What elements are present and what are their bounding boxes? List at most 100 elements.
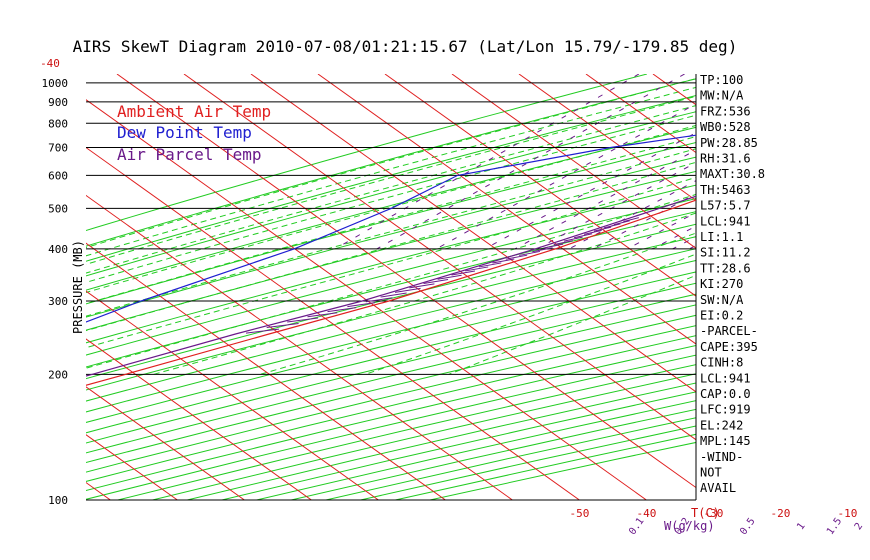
stability-index: FRZ:536 <box>700 104 751 118</box>
cape-hatch-line <box>347 302 376 308</box>
isotherm-line <box>86 481 111 500</box>
legend-dew-point-temp: Dew Point Temp <box>117 123 252 142</box>
moist-adiabat-line <box>86 161 696 332</box>
dry-adiabat-line <box>86 325 696 473</box>
cape-hatch-line <box>573 233 593 239</box>
mixing-ratio-unit-label: W(g/kg) <box>664 519 715 533</box>
stability-index: -WIND- <box>700 450 743 464</box>
isotherm-line <box>317 74 696 345</box>
dry-adiabat-line <box>86 111 696 277</box>
mixing-ratio-line <box>652 225 696 250</box>
stability-index: TH:5463 <box>700 183 751 197</box>
dry-adiabat-line <box>86 304 696 454</box>
stability-index: LI:1.1 <box>700 230 743 244</box>
stability-index: LFC:919 <box>700 403 751 417</box>
isotherm-line <box>86 290 379 500</box>
isotherm-line <box>0 74 43 500</box>
isotherm-line <box>183 74 696 441</box>
pressure-tick-label: 800 <box>48 117 68 130</box>
mixing-ratio-line <box>807 74 870 249</box>
cape-hatch-line <box>532 247 553 253</box>
pressure-tick-labels: 100 200 300 400 500 600 700 800 900 1000 <box>42 77 69 507</box>
dry-adiabat-line <box>86 198 696 356</box>
y-axis-label: PRESSURE (MB) <box>71 240 85 334</box>
cape-hatch-line <box>465 266 489 272</box>
mixing-ratio-line <box>376 74 685 250</box>
mixing-ratio-tick-label: 1 <box>795 521 807 532</box>
dry-adiabat-line <box>86 282 696 434</box>
stability-index: TP:100 <box>700 73 743 87</box>
dry-adiabat-line <box>86 211 696 368</box>
pressure-tick-label: 400 <box>48 243 68 256</box>
stability-index: RH:31.6 <box>700 152 751 166</box>
moist-adiabat-line <box>86 95 696 265</box>
moist-adiabat-line <box>86 105 696 274</box>
isotherm-line <box>86 194 513 500</box>
cape-hatch-line <box>437 274 462 280</box>
cape-hatch-line <box>327 307 357 313</box>
mixing-ratio-line <box>592 193 696 250</box>
chart-title: AIRS SkewT Diagram 2010-07-08/01:21:15.6… <box>73 37 738 56</box>
cape-hatch-line <box>593 226 612 232</box>
stability-index: MPL:145 <box>700 434 751 448</box>
dry-adiabat-line <box>86 95 696 262</box>
moist-adiabat-line <box>86 124 696 293</box>
stability-index: TT:28.6 <box>700 261 751 275</box>
dry-adiabat-line <box>86 314 696 464</box>
mixing-ratio-line <box>738 74 870 249</box>
cape-hatch-line <box>519 250 541 256</box>
pressure-tick-label: 200 <box>48 368 68 381</box>
top-temperature-tick-label: -40 <box>40 57 60 70</box>
legend-ambient-air-temp: Ambient Air Temp <box>117 102 271 121</box>
pressure-tick-label: 900 <box>48 96 68 109</box>
isotherm-line <box>86 338 312 500</box>
stability-index: WB0:528 <box>700 120 751 134</box>
moist-adiabat-line <box>259 232 696 375</box>
moist-adiabat-lines <box>86 78 696 375</box>
mixing-ratio-line <box>436 103 696 250</box>
moist-adiabat-line <box>86 193 696 369</box>
stability-index: SW:N/A <box>700 293 744 307</box>
bottom-temperature-tick-label: -30 <box>703 507 723 520</box>
top-temperature-tick-labels: -120-110-100-90-80-70-60-50-40 <box>40 57 60 70</box>
cape-hatch-line <box>266 323 299 328</box>
moist-adiabat-line <box>448 274 696 375</box>
dry-adiabat-line <box>86 293 696 444</box>
series-line-air-parcel-temp <box>86 195 696 377</box>
moist-adiabat-line <box>86 136 696 305</box>
cape-hatch-line <box>451 270 476 276</box>
bottom-temperature-tick-label: -40 <box>636 507 656 520</box>
cape-hatch-line <box>603 223 621 229</box>
cape-hatch-line <box>423 279 449 285</box>
dry-adiabat-line <box>86 126 696 291</box>
bottom-temperature-tick-label: -10 <box>837 507 857 520</box>
stability-index: PW:28.85 <box>700 136 758 150</box>
isotherm-lines <box>0 74 696 500</box>
stability-index: MAXT:30.8 <box>700 167 765 181</box>
bottom-temperature-tick-labels: -50-40-30-20-100102030 <box>569 507 857 520</box>
stability-index: LCL:941 <box>700 371 751 385</box>
stability-index: EL:242 <box>700 418 743 432</box>
mixing-ratio-line <box>778 74 870 249</box>
cape-hatch-line <box>287 317 319 323</box>
cape-hatch-line <box>409 283 435 289</box>
moist-adiabat-line <box>364 253 696 375</box>
stability-index: SI:11.2 <box>700 246 751 260</box>
isotherm-line <box>86 242 446 500</box>
cape-hatch-line <box>492 258 515 264</box>
cape-hatch-line <box>563 236 583 242</box>
stability-index: NOT <box>700 466 722 480</box>
dry-adiabat-line <box>152 373 696 500</box>
mixing-ratio-tick-label: 0.5 <box>738 516 757 537</box>
pressure-tick-label: 1000 <box>42 77 69 90</box>
cape-hatch-line <box>365 297 393 303</box>
cape-hatch-line <box>543 243 564 249</box>
cape-hatch-line <box>505 254 528 260</box>
dry-adiabat-line <box>86 271 696 423</box>
isotherm-line <box>451 74 696 249</box>
isotherm-line <box>86 386 245 500</box>
pressure-tick-label: 300 <box>48 295 68 308</box>
mixing-ratio-tick-label: 2 <box>853 521 865 532</box>
